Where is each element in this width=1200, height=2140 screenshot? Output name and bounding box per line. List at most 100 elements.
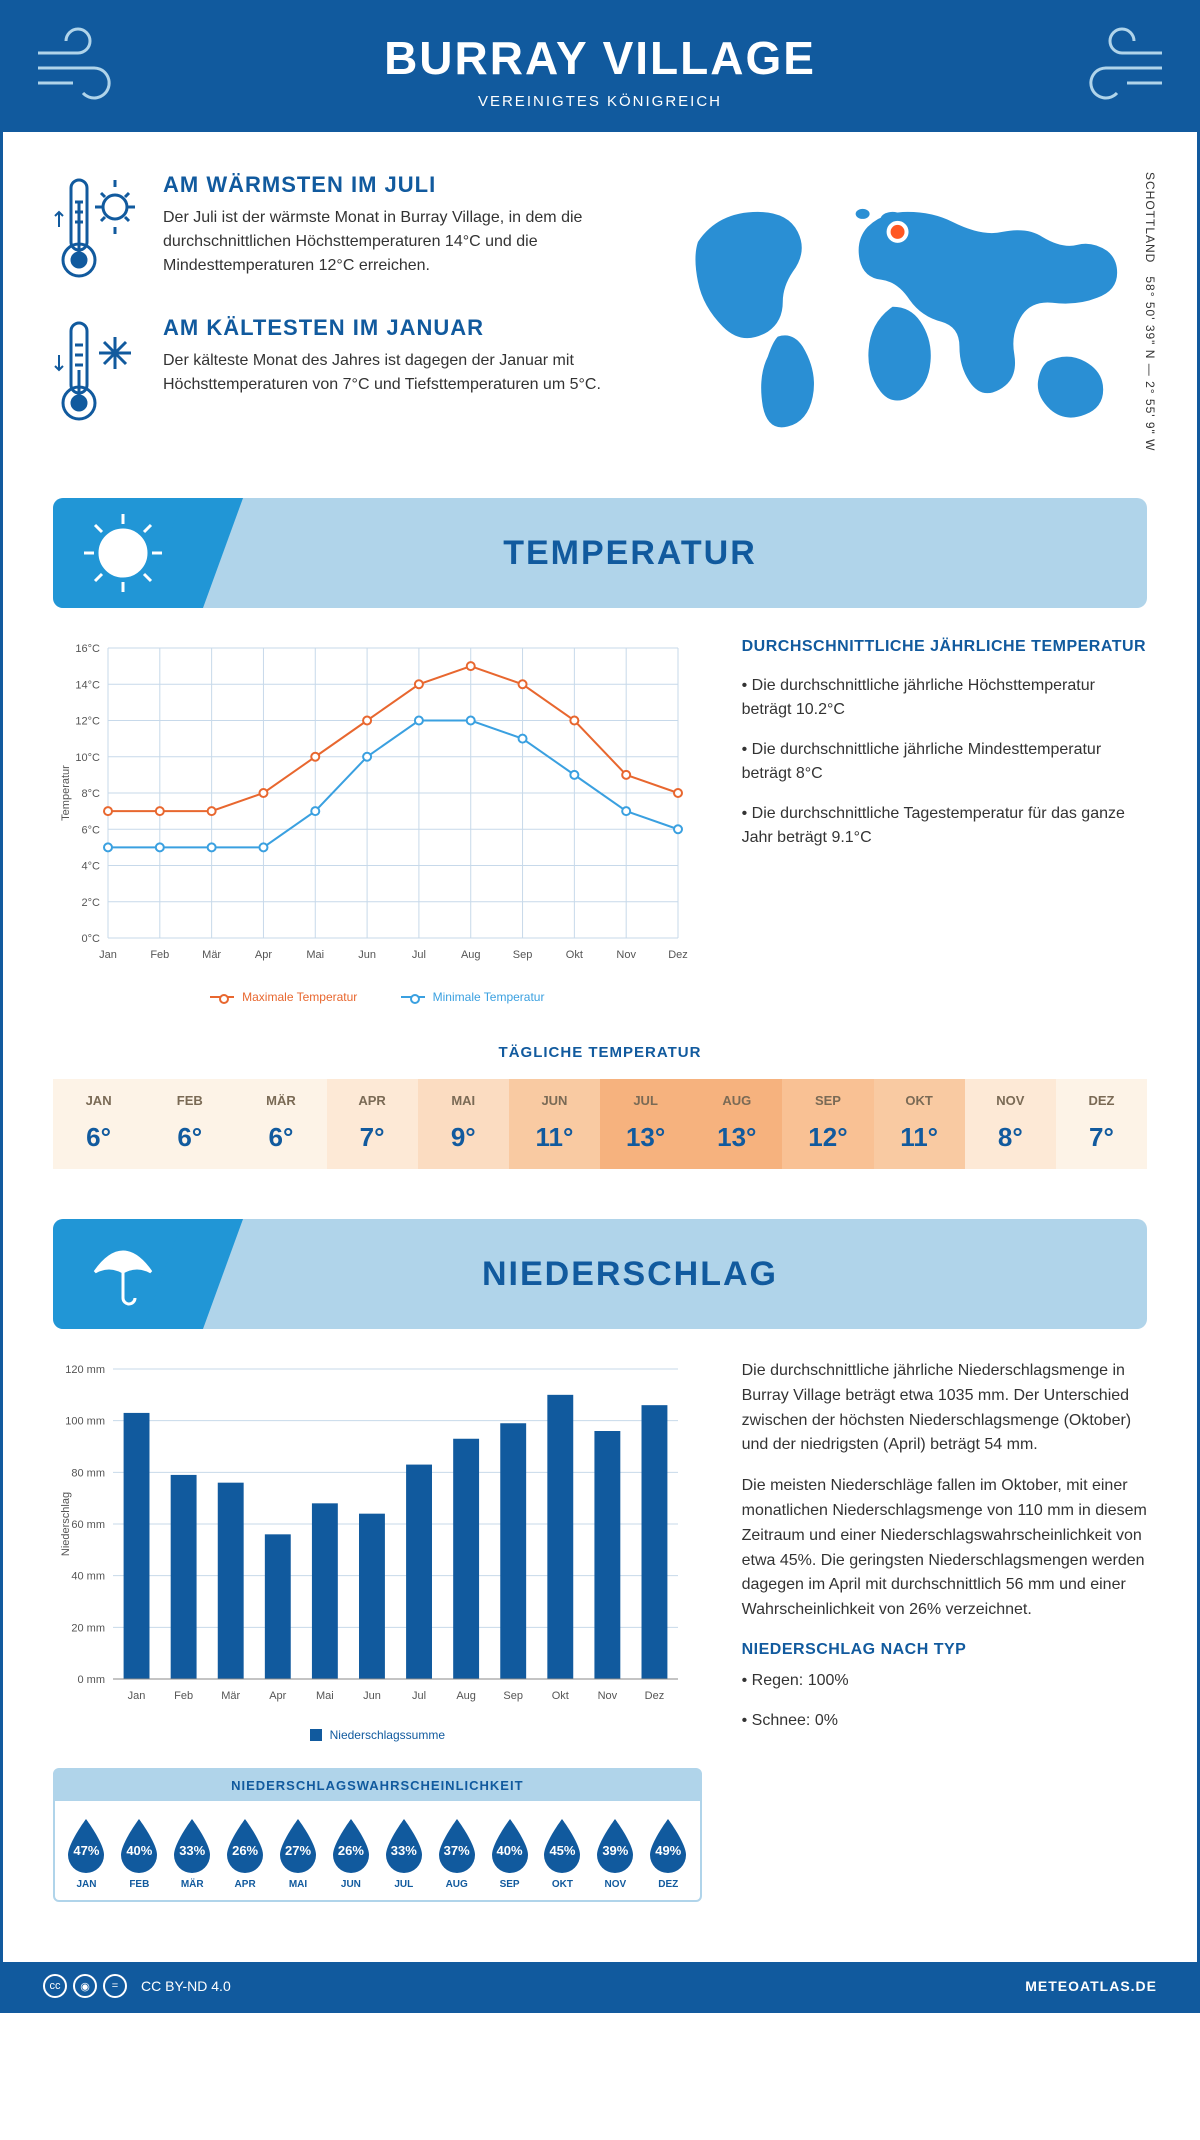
drop-value: 47%	[62, 1843, 110, 1858]
svg-text:Jul: Jul	[412, 949, 426, 961]
drop-value: 37%	[433, 1843, 481, 1858]
page-subtitle: VEREINIGTES KÖNIGREICH	[3, 93, 1197, 110]
svg-text:Mai: Mai	[316, 1690, 334, 1702]
month-value: 7°	[1056, 1122, 1147, 1153]
probability-cell: 26% APR	[220, 1815, 271, 1890]
month-cell: MÄR 6°	[235, 1079, 326, 1169]
side-bullet: • Schnee: 0%	[742, 1709, 1147, 1733]
fact-cold: AM KÄLTESTEN IM JANUAR Der kälteste Mona…	[53, 315, 628, 430]
drop-value: 40%	[486, 1843, 534, 1858]
svg-text:Apr: Apr	[269, 1690, 286, 1702]
month-value: 7°	[327, 1122, 418, 1153]
footer: cc ◉ = CC BY-ND 4.0 METEOATLAS.DE	[3, 1962, 1197, 2010]
side-paragraph: Die durchschnittliche jährliche Niedersc…	[742, 1359, 1147, 1458]
probability-cell: 26% JUN	[325, 1815, 376, 1890]
side-bullet: • Die durchschnittliche Tagestemperatur …	[742, 802, 1147, 850]
month-cell: MAI 9°	[418, 1079, 509, 1169]
svg-text:Temperatur: Temperatur	[60, 765, 72, 821]
precip-type-title: NIEDERSCHLAG NACH TYP	[742, 1641, 1147, 1659]
wind-icon	[33, 23, 133, 108]
svg-text:Mär: Mär	[221, 1690, 240, 1702]
svg-text:Mai: Mai	[306, 949, 324, 961]
drop-month: SEP	[484, 1879, 535, 1890]
svg-text:Feb: Feb	[174, 1690, 193, 1702]
drop-value: 27%	[274, 1843, 322, 1858]
cc-nd-icon: =	[103, 1974, 127, 1998]
month-label: FEB	[144, 1093, 235, 1108]
month-value: 6°	[235, 1122, 326, 1153]
svg-text:Dez: Dez	[645, 1690, 665, 1702]
month-value: 13°	[691, 1122, 782, 1153]
month-label: SEP	[782, 1093, 873, 1108]
svg-text:0°C: 0°C	[82, 933, 101, 945]
section-title: NIEDERSCHLAG	[193, 1255, 1147, 1294]
precip-section-header: NIEDERSCHLAG	[53, 1219, 1147, 1329]
drop-icon: 40%	[115, 1815, 163, 1875]
svg-text:80 mm: 80 mm	[71, 1467, 105, 1479]
temperature-line-chart: 0°C2°C4°C6°C8°C10°C12°C14°C16°CJanFebMär…	[53, 638, 702, 1004]
fact-warm: AM WÄRMSTEN IM JULI Der Juli ist der wär…	[53, 172, 628, 287]
svg-text:Okt: Okt	[552, 1690, 569, 1702]
svg-text:14°C: 14°C	[75, 679, 100, 691]
drop-value: 26%	[221, 1843, 269, 1858]
month-value: 12°	[782, 1122, 873, 1153]
month-label: NOV	[965, 1093, 1056, 1108]
temp-side-info: DURCHSCHNITTLICHE JÄHRLICHE TEMPERATUR •…	[742, 638, 1147, 1004]
page-title: BURRAY VILLAGE	[3, 31, 1197, 85]
intro-row: AM WÄRMSTEN IM JULI Der Juli ist der wär…	[53, 172, 1147, 458]
side-paragraph: Die meisten Niederschläge fallen im Okto…	[742, 1474, 1147, 1623]
month-label: MÄR	[235, 1093, 326, 1108]
side-bullet: • Die durchschnittliche jährliche Höchst…	[742, 674, 1147, 722]
thermometer-snow-icon	[53, 315, 143, 430]
drop-month: NOV	[590, 1879, 641, 1890]
drop-month: MÄR	[167, 1879, 218, 1890]
cc-icons: cc ◉ =	[43, 1974, 127, 1998]
svg-text:40 mm: 40 mm	[71, 1571, 105, 1583]
probability-box: NIEDERSCHLAGSWAHRSCHEINLICHKEIT 47% JAN …	[53, 1768, 702, 1902]
cc-icon: cc	[43, 1974, 67, 1998]
drop-icon: 49%	[644, 1815, 692, 1875]
month-value: 11°	[874, 1122, 965, 1153]
side-bullet: • Regen: 100%	[742, 1669, 1147, 1693]
svg-text:20 mm: 20 mm	[71, 1622, 105, 1634]
drop-month: OKT	[537, 1879, 588, 1890]
header: BURRAY VILLAGE VEREINIGTES KÖNIGREICH	[3, 3, 1197, 132]
svg-text:8°C: 8°C	[82, 788, 101, 800]
month-value: 13°	[600, 1122, 691, 1153]
svg-text:Nov: Nov	[598, 1690, 618, 1702]
month-label: JAN	[53, 1093, 144, 1108]
fact-cold-title: AM KÄLTESTEN IM JANUAR	[163, 315, 628, 341]
drop-month: APR	[220, 1879, 271, 1890]
drop-icon: 26%	[221, 1815, 269, 1875]
drop-icon: 33%	[380, 1815, 428, 1875]
drop-value: 45%	[538, 1843, 586, 1858]
month-value: 11°	[509, 1122, 600, 1153]
probability-cell: 40% FEB	[114, 1815, 165, 1890]
fact-cold-text: Der kälteste Monat des Jahres ist dagege…	[163, 349, 628, 397]
probability-cell: 45% OKT	[537, 1815, 588, 1890]
daily-temp-table: JAN 6° FEB 6° MÄR 6° APR 7° MAI 9° JUN 1…	[53, 1079, 1147, 1169]
precip-side-info: Die durchschnittliche jährliche Niedersc…	[742, 1359, 1147, 1902]
brand-text: METEOATLAS.DE	[1025, 1978, 1157, 1994]
cc-by-icon: ◉	[73, 1974, 97, 1998]
side-heading: DURCHSCHNITTLICHE JÄHRLICHE TEMPERATUR	[742, 638, 1147, 656]
svg-text:16°C: 16°C	[75, 643, 100, 655]
probability-cell: 27% MAI	[273, 1815, 324, 1890]
drop-month: AUG	[431, 1879, 482, 1890]
month-value: 8°	[965, 1122, 1056, 1153]
month-cell: APR 7°	[327, 1079, 418, 1169]
svg-text:4°C: 4°C	[82, 861, 101, 873]
month-cell: JUL 13°	[600, 1079, 691, 1169]
month-value: 6°	[144, 1122, 235, 1153]
drop-month: MAI	[273, 1879, 324, 1890]
location-marker-icon	[888, 223, 906, 241]
month-label: OKT	[874, 1093, 965, 1108]
svg-text:Okt: Okt	[566, 949, 583, 961]
drop-icon: 45%	[538, 1815, 586, 1875]
drop-value: 26%	[327, 1843, 375, 1858]
svg-text:60 mm: 60 mm	[71, 1519, 105, 1531]
side-bullet: • Die durchschnittliche jährliche Mindes…	[742, 738, 1147, 786]
svg-text:Dez: Dez	[668, 949, 688, 961]
svg-text:Sep: Sep	[513, 949, 533, 961]
daily-temp-title: TÄGLICHE TEMPERATUR	[53, 1044, 1147, 1061]
